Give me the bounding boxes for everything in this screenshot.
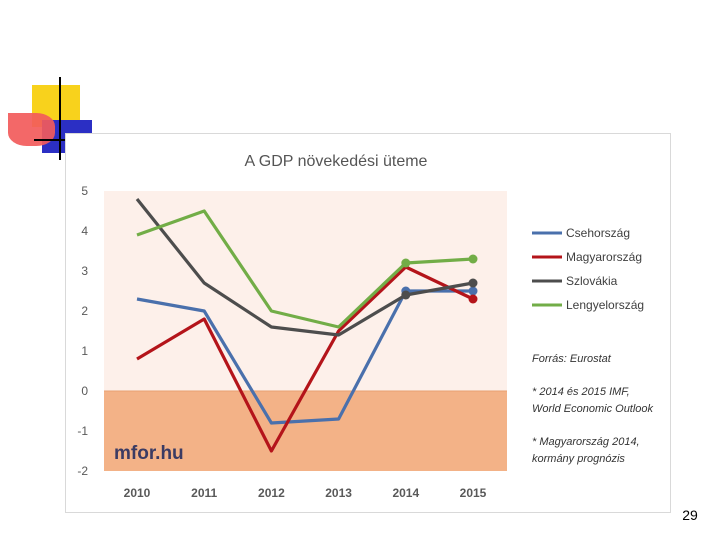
x-tick-label: 2012 [258, 486, 285, 500]
note2-line1: * Magyarország 2014, [532, 436, 640, 448]
source-notes: Forrás: Eurostat * 2014 és 2015 IMF, Wor… [532, 353, 654, 465]
negative-band [104, 391, 507, 471]
note2-line2: kormány prognózis [532, 453, 625, 465]
ornament-red-blob [8, 113, 55, 146]
series-line-Csehország [136, 289, 473, 425]
legend-label: Csehország [566, 226, 630, 240]
source-note: Forrás: Eurostat [532, 353, 612, 365]
x-tick-label: 2015 [460, 486, 487, 500]
ornament-vertical-line [59, 77, 61, 160]
data-point-Csehország [468, 286, 478, 296]
legend: Csehország Magyarország Szlovákia Lengyelor… [532, 226, 644, 312]
note1-line1: * 2014 és 2015 IMF, [532, 386, 630, 398]
data-point-Lengyelország [468, 254, 478, 264]
series-line-Szlovákia [135, 198, 474, 337]
series-line-Magyarország [136, 265, 474, 453]
y-tick-label: 2 [81, 304, 88, 318]
x-tick-label: 2010 [124, 486, 151, 500]
data-point-Szlovákia [468, 278, 478, 288]
y-tick-label: -2 [77, 464, 88, 478]
chart-title: A GDP növekedési üteme [245, 153, 428, 170]
note1-line2: World Economic Outlook [532, 403, 654, 415]
y-tick-label: 4 [81, 224, 88, 238]
series-line-Lengyelország [136, 209, 474, 329]
data-point-Szlovákia [401, 290, 411, 300]
mfor-watermark: mfor.hu [114, 443, 184, 464]
y-tick-label: 5 [81, 184, 88, 198]
legend-label: Szlovákia [566, 274, 618, 288]
chart-image: A GDP növekedési üteme 5 4 3 2 1 0 -1 -2 2010 20… [65, 133, 671, 513]
legend-label: Magyarország [566, 250, 642, 264]
series-lines [135, 198, 478, 453]
x-tick-label: 2011 [191, 486, 217, 500]
x-tick-label: 2013 [325, 486, 352, 500]
legend-label: Lengyelország [566, 298, 644, 312]
x-axis-ticks: 2010 2011 2012 2013 2014 2015 [124, 486, 487, 500]
y-tick-label: 1 [81, 344, 88, 358]
x-tick-label: 2014 [392, 486, 419, 500]
y-tick-label: 0 [81, 384, 88, 398]
ornament-horizontal-line [34, 139, 72, 141]
y-tick-label: 3 [81, 264, 88, 278]
slide-number: 29 [682, 507, 698, 523]
y-tick-label: -1 [77, 424, 88, 438]
y-axis-ticks: 5 4 3 2 1 0 -1 -2 [77, 184, 88, 478]
data-point-Magyarország [468, 294, 478, 304]
data-point-Lengyelország [401, 258, 411, 268]
